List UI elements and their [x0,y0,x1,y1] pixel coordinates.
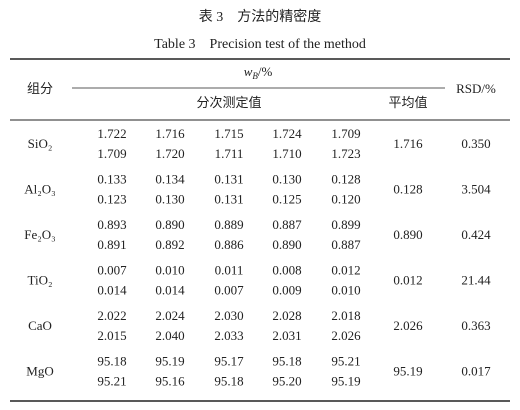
measurement: 95.18 [214,373,243,388]
measurement: 95.17 [214,353,244,368]
header-component: 组分 [27,81,53,96]
measurement: 95.21 [97,373,126,388]
measurement: 0.893 [97,217,126,232]
w-symbol: w [244,64,253,79]
measurement: 0.131 [214,171,243,186]
measurement: 0.130 [155,191,184,206]
measurement: 0.014 [155,282,185,297]
header-rsd: RSD/% [456,81,496,96]
measurement: 0.007 [214,282,244,297]
measurement: 2.026 [331,328,361,343]
rsd: 0.424 [461,227,491,242]
measurement: 0.133 [97,171,126,186]
mean: 0.890 [393,227,422,242]
component: Al₂O₃ [24,181,55,196]
measurement: 0.887 [331,237,361,252]
measurement: 0.009 [272,282,301,297]
component: CaO [28,318,52,333]
measurement: 0.890 [155,217,184,232]
measurement: 2.024 [155,308,185,323]
header-measurements: 分次测定值 [196,95,261,110]
mean: 2.026 [393,318,423,333]
measurement: 1.724 [272,126,302,141]
mean: 0.128 [393,181,422,196]
measurement: 0.011 [215,262,244,277]
measurement: 0.123 [97,191,126,206]
measurement: 0.892 [155,237,184,252]
measurement: 2.033 [214,328,243,343]
measurement: 0.890 [272,237,301,252]
measurement: 0.014 [97,282,127,297]
measurement: 2.018 [331,308,360,323]
measurement: 0.010 [331,282,360,297]
measurement: 0.891 [97,237,126,252]
mean: 95.19 [393,363,422,378]
component: TiO₂ [27,272,52,287]
header-w: wB/% [244,64,273,81]
measurement: 1.722 [97,126,126,141]
measurement: 0.134 [155,171,185,186]
measurement: 0.010 [155,262,184,277]
measurement: 1.720 [155,146,184,161]
measurement: 95.18 [272,353,301,368]
measurement: 95.19 [331,373,360,388]
measurement: 2.022 [97,308,126,323]
measurement: 1.710 [272,146,301,161]
title-en: Table 3 Precision test of the method [154,37,366,52]
header-mean: 平均值 [388,95,427,110]
rsd: 3.504 [461,181,491,196]
measurement: 2.040 [155,328,184,343]
measurement: 1.715 [214,126,243,141]
measurement: 0.899 [331,217,360,232]
measurement: 0.128 [331,171,360,186]
rsd: 21.44 [461,272,491,287]
measurement: 0.889 [214,217,243,232]
component: MgO [26,363,53,378]
measurement: 0.887 [272,217,302,232]
measurement: 95.19 [155,353,184,368]
measurement: 0.012 [331,262,360,277]
measurement: 0.007 [97,262,127,277]
measurement: 1.723 [331,146,360,161]
measurement: 2.028 [272,308,301,323]
measurement: 0.120 [331,191,360,206]
measurement: 95.20 [272,373,301,388]
mean: 0.012 [393,272,422,287]
measurement: 0.125 [272,191,301,206]
measurement: 1.709 [331,126,360,141]
measurement: 2.015 [97,328,126,343]
measurement: 0.131 [214,191,243,206]
w-unit: /% [258,64,273,79]
rsd: 0.363 [461,318,490,333]
measurement: 95.16 [155,373,185,388]
title-zh: 表 3 方法的精密度 [199,8,322,25]
component: SiO₂ [28,136,53,151]
measurement: 0.130 [272,171,301,186]
measurement: 1.711 [215,146,244,161]
component: Fe₂O₃ [24,227,55,242]
rsd: 0.017 [461,363,491,378]
measurement: 1.716 [155,126,185,141]
measurement: 1.709 [97,146,126,161]
measurement: 0.008 [272,262,301,277]
rsd: 0.350 [461,136,490,151]
measurement: 2.030 [214,308,243,323]
w-subscript: B [252,71,258,81]
measurement: 95.18 [97,353,126,368]
measurement: 0.886 [214,237,244,252]
measurement: 2.031 [272,328,301,343]
measurement: 95.21 [331,353,360,368]
mean: 1.716 [393,136,423,151]
